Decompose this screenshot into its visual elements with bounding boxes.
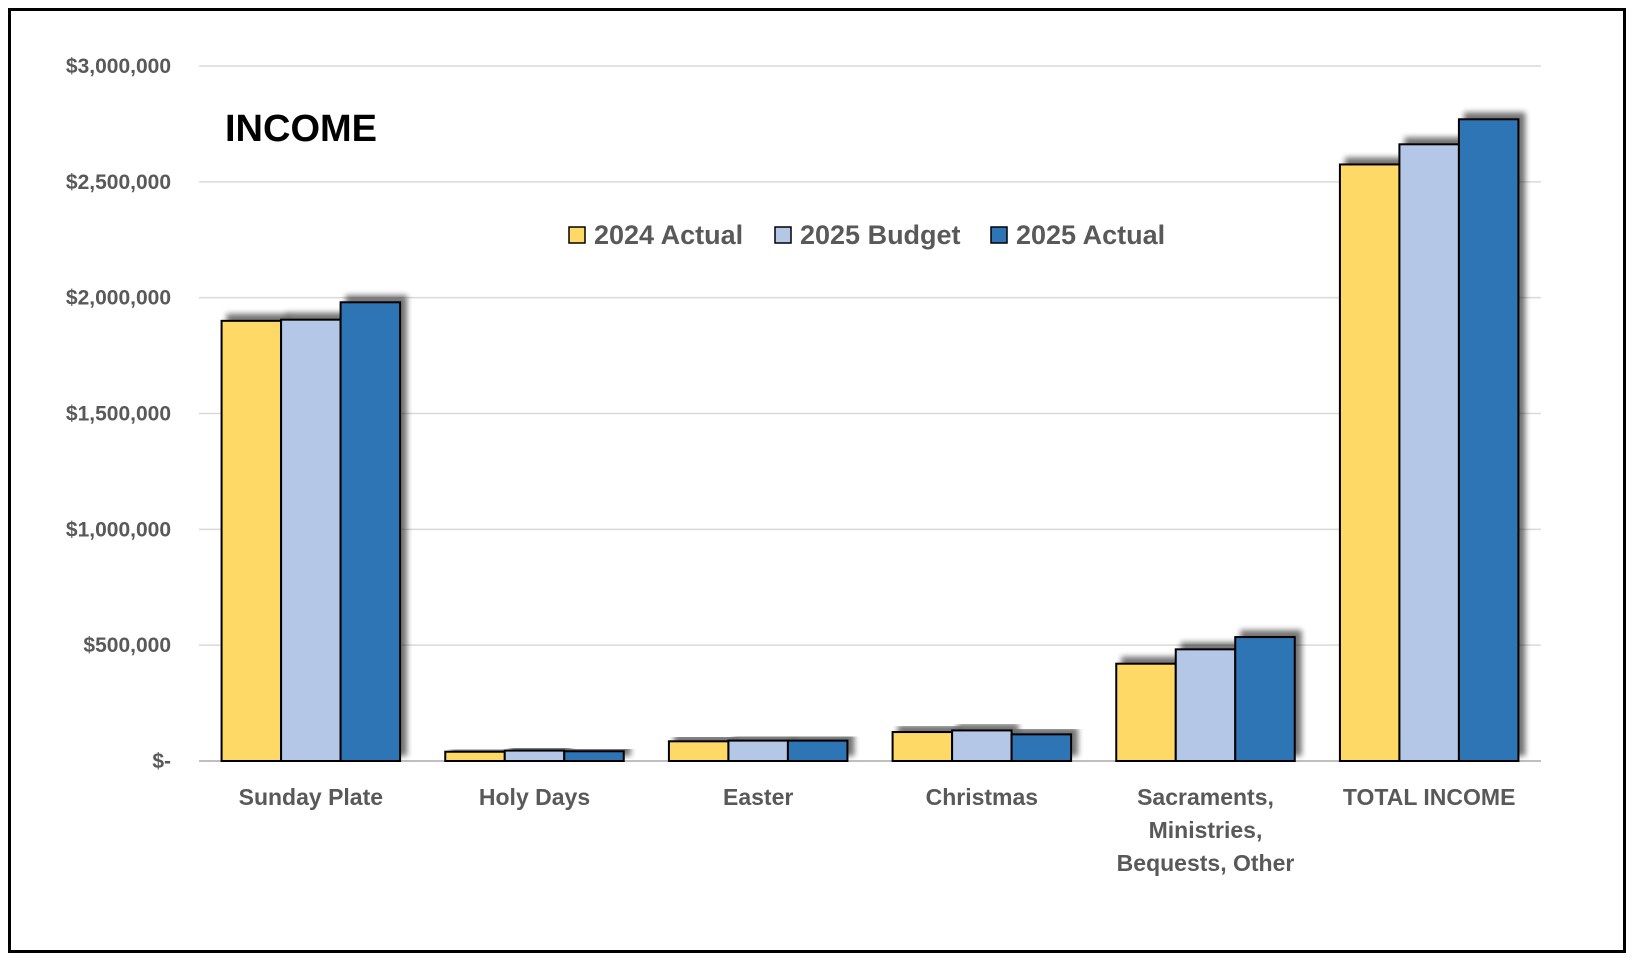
- bar: [669, 741, 729, 761]
- x-category-label: Sacraments,: [1137, 784, 1274, 810]
- bar: [728, 741, 788, 761]
- bar: [564, 751, 624, 761]
- y-tick-label: $1,000,000: [66, 518, 171, 541]
- legend-label: 2024 Actual: [594, 220, 743, 250]
- bar: [1459, 119, 1519, 761]
- bar: [222, 321, 281, 761]
- legend-swatch: [569, 227, 585, 243]
- bar: [445, 752, 505, 761]
- bar: [1340, 164, 1400, 761]
- bar: [893, 732, 953, 761]
- chart-title: INCOME: [225, 108, 377, 150]
- x-category-label: Christmas: [926, 784, 1038, 810]
- x-category-label: TOTAL INCOME: [1343, 784, 1516, 810]
- legend-label: 2025 Budget: [800, 220, 961, 250]
- y-tick-label: $2,500,000: [66, 171, 171, 194]
- bar: [341, 302, 401, 761]
- bar: [1399, 144, 1459, 761]
- x-category-label: Ministries,: [1149, 817, 1263, 843]
- y-axis-ticks: $- $500,000 $1,000,000 $1,500,000 $2,000,000…: [66, 55, 171, 773]
- x-category-label: Sunday Plate: [239, 784, 383, 810]
- chart-frame: $- $500,000 $1,000,000 $1,500,000 $2,000,000…: [8, 8, 1626, 953]
- legend: 2024 Actual 2025 Budget 2025 Actual: [569, 220, 1165, 250]
- bar: [1012, 734, 1071, 761]
- bars: [222, 119, 1519, 761]
- bar: [505, 751, 565, 761]
- y-tick-label: $2,000,000: [66, 287, 171, 310]
- bar: [788, 741, 848, 761]
- y-tick-label: $-: [152, 750, 171, 773]
- x-category-label: Bequests, Other: [1117, 850, 1295, 876]
- y-tick-label: $3,000,000: [66, 55, 171, 78]
- bar: [1235, 637, 1295, 761]
- y-tick-label: $500,000: [83, 634, 171, 657]
- legend-label: 2025 Actual: [1016, 220, 1165, 250]
- bar: [1116, 664, 1176, 761]
- legend-swatch: [775, 227, 791, 243]
- x-category-label: Easter: [723, 784, 793, 810]
- bar: [281, 320, 341, 761]
- bar: [1176, 649, 1236, 761]
- x-category-label: Holy Days: [479, 784, 590, 810]
- legend-swatch: [991, 227, 1007, 243]
- bar: [952, 730, 1012, 761]
- income-bar-chart: $- $500,000 $1,000,000 $1,500,000 $2,000,000…: [11, 11, 1623, 950]
- x-axis-categories: Sunday Plate Holy Days Easter Christmas Sacr…: [239, 784, 1516, 876]
- y-tick-label: $1,500,000: [66, 403, 171, 426]
